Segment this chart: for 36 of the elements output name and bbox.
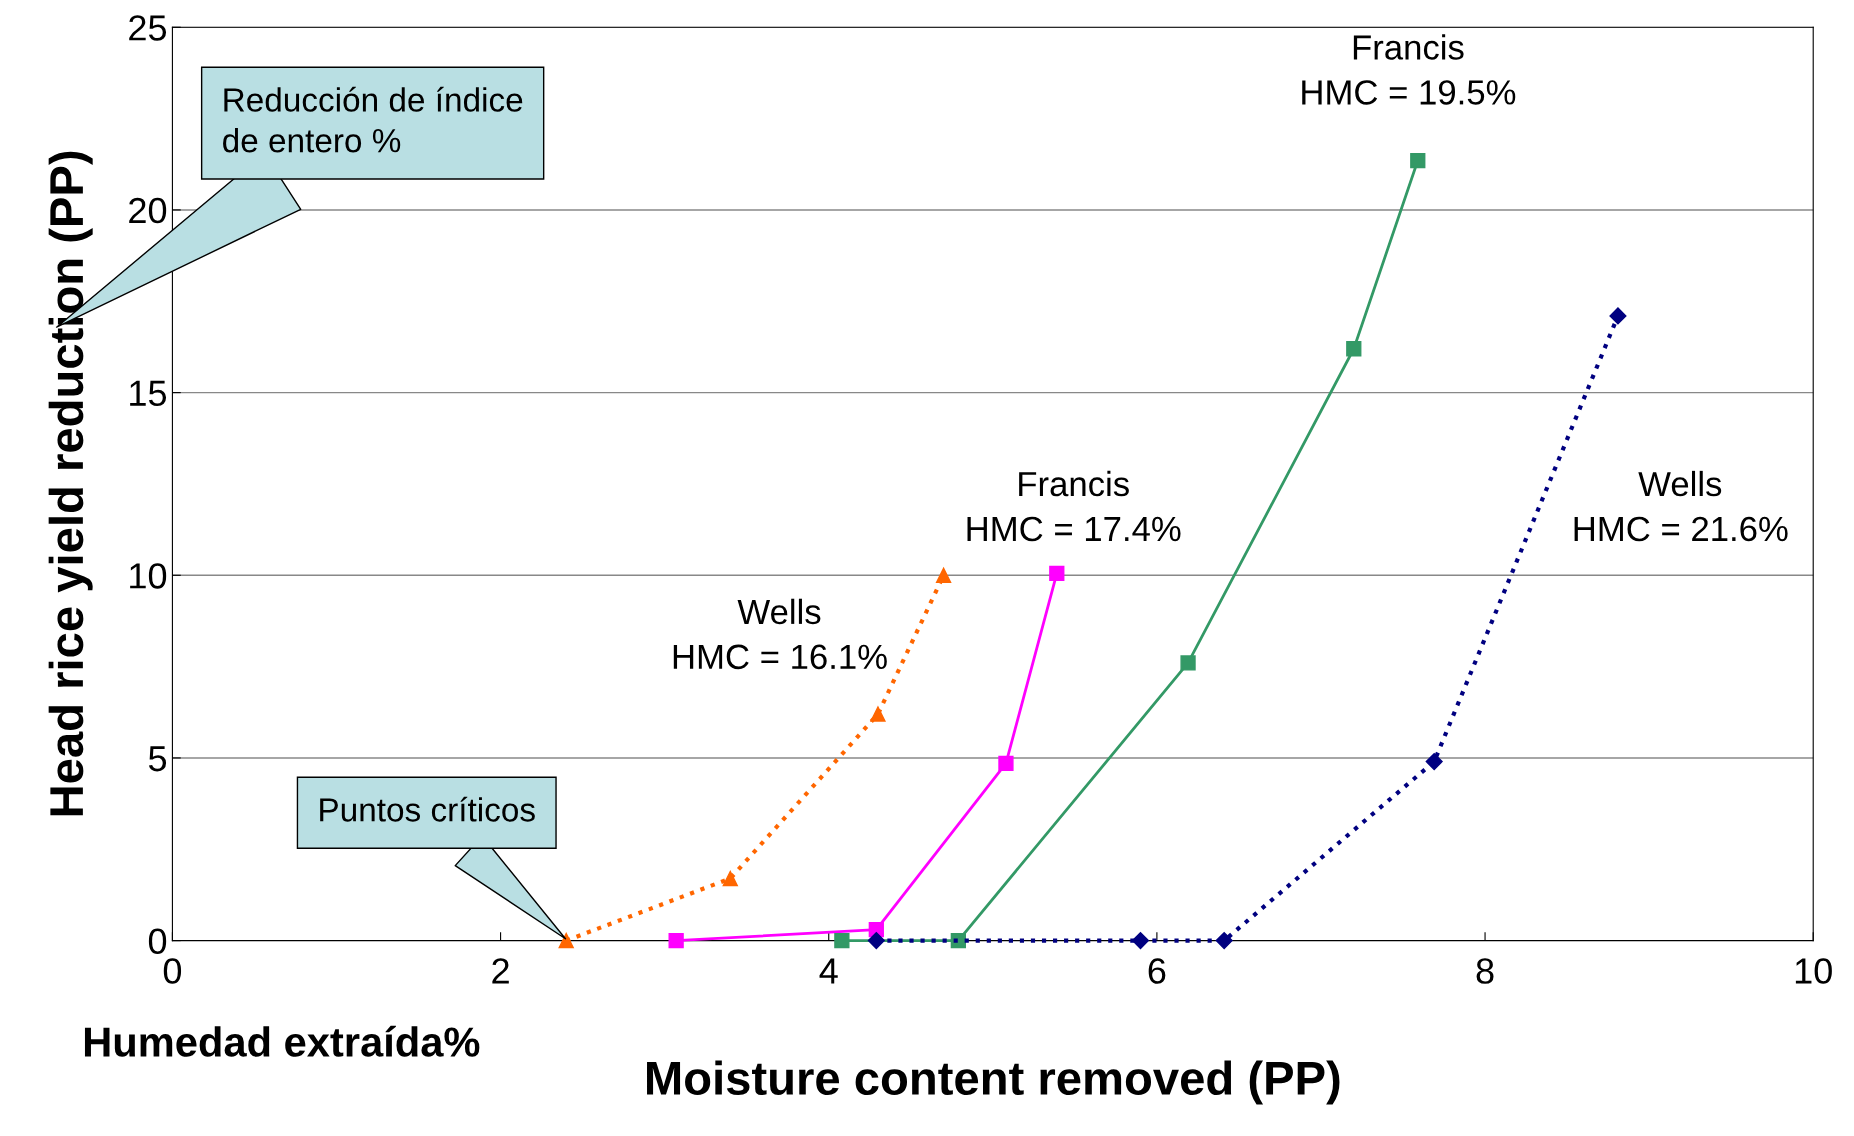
point [558, 932, 574, 949]
x-tick-label: 4 [819, 958, 838, 984]
y-tick-label: 25 [129, 15, 167, 41]
point [1609, 307, 1627, 325]
y-tick-label: 0 [148, 928, 167, 955]
series-label: Wells HMC = 21.6% [1574, 470, 1788, 542]
series-label: Wells HMC = 16.1% [673, 598, 887, 670]
point [998, 755, 1014, 772]
annotation: Reducción de índice de entero % [223, 86, 523, 153]
text: Humedad extraída% [84, 1025, 480, 1057]
point [1425, 753, 1443, 771]
point [1410, 152, 1426, 169]
point [1346, 341, 1362, 357]
x-tick-label: 10 [1795, 958, 1832, 984]
x-tick-label: 6 [1148, 958, 1166, 984]
point [935, 567, 952, 583]
series-label: Francis HMC = 17.4% [967, 470, 1181, 542]
point [722, 870, 738, 887]
y-tick-label: 20 [129, 197, 167, 224]
x-tick-label: 2 [492, 958, 509, 984]
y-axis-title: Head rice yield reduction (PP) [48, 151, 93, 816]
x-axis-title: Moisture content removed (PP) [647, 1060, 1340, 1105]
text: Francis HMC = 19.5% [1302, 34, 1516, 105]
x-tick-label: 8 [1476, 958, 1494, 984]
y-tick-label: 10 [130, 563, 167, 589]
y-tick-label: 5 [148, 746, 167, 772]
point [1180, 655, 1196, 671]
point [834, 932, 850, 949]
point [668, 932, 684, 949]
y-tick-label: 15 [130, 380, 167, 407]
point [870, 706, 886, 722]
annotation: Puntos críticos [320, 796, 535, 822]
point [867, 932, 885, 950]
point [1049, 565, 1065, 582]
point [1215, 932, 1233, 950]
point [1131, 932, 1150, 950]
